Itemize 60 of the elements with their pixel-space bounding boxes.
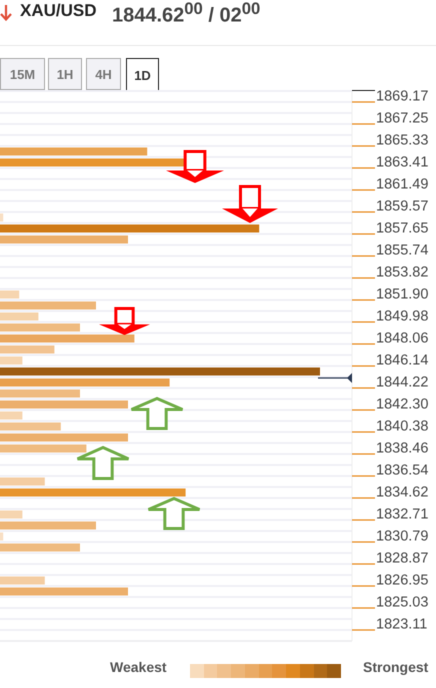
bar (0, 290, 20, 298)
y-tick-label: 1865.33 (376, 132, 428, 148)
bar (0, 334, 134, 342)
y-tick-label: 1842.30 (376, 396, 428, 412)
y-tick-label: 1838.46 (376, 440, 428, 456)
y-tick-label: 1825.03 (376, 594, 428, 610)
y-tick-label: 1828.87 (376, 550, 428, 566)
y-tick-label: 1857.65 (376, 220, 428, 236)
text: 1D (126, 58, 159, 91)
y-tick-label: 1840.38 (376, 418, 428, 434)
y-tick-label: 1869.17 (376, 88, 428, 104)
y-tick-label: 1823.11 (376, 616, 428, 632)
bar (0, 224, 260, 232)
bar (0, 378, 170, 386)
y-tick-label: 1834.62 (376, 484, 428, 500)
y-tick-label: 1830.79 (376, 528, 428, 544)
bar (0, 302, 96, 310)
bar (0, 412, 22, 420)
y-tick-label: 1832.71 (376, 506, 428, 522)
bar (0, 532, 4, 540)
chart-title: XAU/USD (20, 1, 97, 21)
bar (0, 356, 22, 364)
bar (0, 434, 128, 442)
y-tick-label: 1861.49 (376, 176, 428, 192)
y-tick-label: 1855.74 (376, 242, 428, 258)
bar (0, 236, 128, 244)
bar (0, 478, 45, 486)
bar (0, 312, 38, 320)
text: 1844.62$^{00}$ / 02$^{00}$ (112, 0, 260, 28)
y-tick-label: 1826.95 (376, 572, 428, 588)
text: Weakest (110, 659, 167, 675)
y-tick-label: 1836.54 (376, 462, 428, 478)
bar (0, 346, 54, 354)
bar (0, 488, 186, 496)
y-tick-label: 1844.22 (376, 374, 428, 390)
text: 15M (0, 58, 45, 90)
text: 1H (48, 58, 82, 90)
text: 4H (86, 58, 121, 90)
text: Strongest (363, 659, 428, 675)
y-tick-label: 1848.06 (376, 330, 428, 346)
y-tick-label: 1851.90 (376, 286, 428, 302)
bar (0, 588, 128, 596)
bar (0, 390, 80, 398)
bar (0, 368, 320, 376)
y-tick-label: 1863.41 (376, 154, 428, 170)
bar (0, 422, 61, 430)
bar (0, 510, 22, 518)
y-tick-label: 1859.57 (376, 198, 428, 214)
bar (0, 522, 96, 530)
bar (0, 148, 148, 156)
bar (0, 544, 80, 552)
bar (0, 214, 4, 222)
bar (0, 324, 80, 332)
bar (0, 444, 86, 452)
bar (0, 400, 128, 408)
y-tick-label: 1849.98 (376, 308, 428, 324)
bar (0, 576, 45, 584)
y-tick-label: 1867.25 (376, 110, 428, 126)
y-tick-label: 1853.82 (376, 264, 428, 280)
y-tick-label: 1846.14 (376, 352, 428, 368)
